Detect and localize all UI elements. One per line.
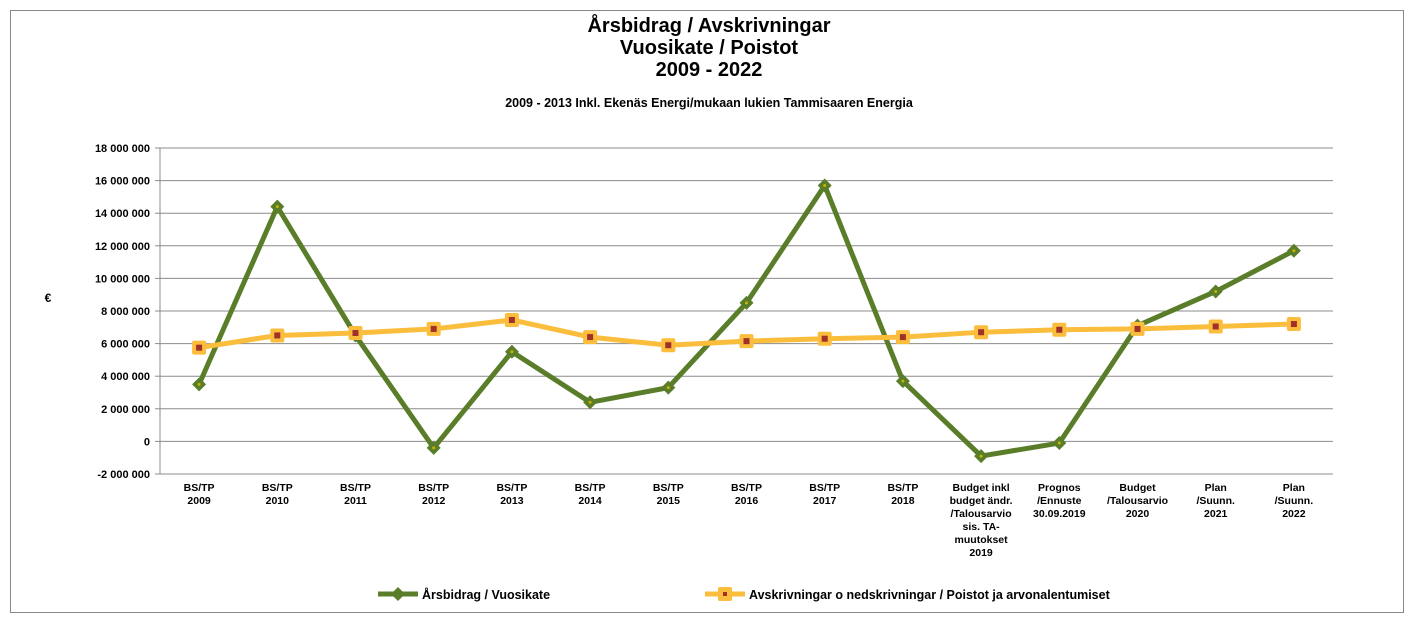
- data-point-center: [275, 205, 279, 209]
- data-point-center: [821, 335, 828, 342]
- legend-marker: [391, 587, 405, 601]
- data-point-center: [510, 350, 514, 354]
- data-point-center: [666, 386, 670, 390]
- data-point-center: [1134, 325, 1141, 332]
- data-point-center: [588, 400, 592, 404]
- data-point-center: [901, 379, 905, 383]
- x-tick-label: Budget/Talousarvio 2020: [1107, 482, 1168, 520]
- x-tick-label: BS/TP 2015: [653, 482, 684, 507]
- data-point-center: [1214, 289, 1218, 293]
- chart-title: Årsbidrag / Avskrivningar Vuosikate / Poi…: [587, 13, 830, 81]
- y-tick-label: 16 000 000: [95, 176, 150, 188]
- data-point-center: [1292, 249, 1296, 253]
- data-point-center: [508, 316, 515, 323]
- data-point-center: [430, 325, 437, 332]
- data-point-center: [745, 301, 748, 305]
- chart-subtitle: 2009 - 2013 Inkl. Ekenäs Energi/mukaan l…: [505, 96, 914, 110]
- data-point-center: [978, 329, 985, 336]
- legend-label: Årsbidrag / Vuosikate: [422, 587, 550, 602]
- data-point-center: [899, 334, 906, 341]
- x-tick-label: BS/TP 2018: [887, 482, 918, 507]
- y-tick-label: 12 000 000: [95, 241, 150, 253]
- data-point-center: [587, 334, 594, 341]
- data-point-center: [274, 332, 281, 339]
- y-tick-label: 0: [144, 436, 150, 448]
- y-tick-label: 8 000 000: [101, 306, 150, 318]
- x-tick-label: BS/TP 2013: [496, 482, 527, 507]
- x-tick-label: Plan/Suunn. 2021: [1196, 482, 1235, 520]
- x-tick-label: Prognos/Ennuste 30.09.2019: [1033, 482, 1086, 520]
- y-tick-label: 6 000 000: [101, 339, 150, 351]
- data-point-center: [1290, 321, 1297, 328]
- x-tick-label: BS/TP 2010: [262, 482, 293, 507]
- x-tick-label: BS/TP 2016: [731, 482, 762, 507]
- legend-label: Avskrivningar o nedskrivningar / Poistot…: [749, 588, 1111, 602]
- data-point-center: [1212, 323, 1219, 330]
- y-axis-label: €: [45, 291, 52, 305]
- data-point-center: [432, 446, 436, 450]
- data-point-center: [1056, 326, 1063, 333]
- y-tick-label: -2 000 000: [97, 469, 150, 481]
- y-tick-label: 18 000 000: [95, 143, 150, 155]
- data-point-center: [823, 183, 827, 187]
- x-tick-label: Plan/Suunn. 2022: [1275, 482, 1314, 520]
- x-tick-label: BS/TP 2012: [418, 482, 449, 507]
- x-tick-label: BS/TP 2011: [340, 482, 371, 507]
- y-tick-label: 10 000 000: [95, 273, 150, 285]
- data-point-center: [1057, 441, 1061, 445]
- data-point-center: [665, 342, 672, 349]
- data-point-center: [743, 338, 750, 345]
- x-tick-label: Budget inkl budget ändr./Talousarvio sis. …: [950, 482, 1013, 559]
- legend-marker-center: [723, 592, 727, 596]
- x-tick-label: BS/TP 2017: [809, 482, 840, 507]
- data-point-center: [197, 382, 201, 386]
- y-tick-label: 14 000 000: [95, 208, 150, 220]
- data-point-center: [352, 330, 359, 337]
- data-point-center: [196, 344, 203, 351]
- x-tick-label: BS/TP 2014: [575, 482, 606, 507]
- data-point-center: [979, 454, 983, 458]
- y-tick-label: 2 000 000: [101, 404, 150, 416]
- y-tick-label: 4 000 000: [101, 371, 150, 383]
- x-tick-label: BS/TP 2009: [184, 482, 215, 507]
